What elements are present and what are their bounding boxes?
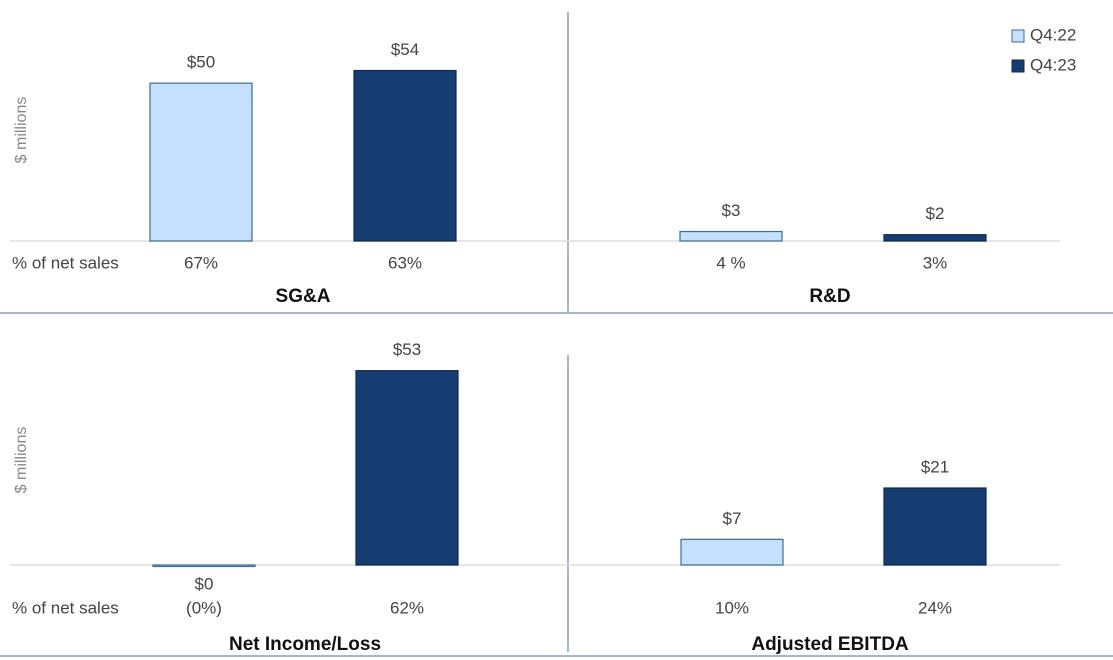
value-label: $21 <box>921 457 949 476</box>
legend-swatch <box>1011 29 1025 43</box>
bar <box>152 564 256 568</box>
value-label: $54 <box>391 40 419 59</box>
net-sales-label: 62% <box>390 598 424 617</box>
bar <box>353 69 457 242</box>
value-label: $0 <box>195 574 214 593</box>
bar <box>355 370 459 566</box>
legend-label: Q4:22 <box>1030 25 1076 44</box>
panel-title: Adjusted EBITDA <box>751 634 909 655</box>
bar <box>149 82 253 242</box>
net-sales-label: 63% <box>388 253 422 272</box>
value-label: $3 <box>722 201 741 220</box>
row-label: % of net sales <box>12 598 119 617</box>
net-sales-label: 4 % <box>716 253 745 272</box>
value-label: $53 <box>393 340 421 359</box>
panel-title: SG&A <box>276 286 331 307</box>
legend-label: Q4:23 <box>1030 55 1076 74</box>
value-label: $50 <box>187 53 215 72</box>
bar <box>883 234 987 242</box>
net-sales-label: 67% <box>184 253 218 272</box>
value-label: $7 <box>723 509 742 528</box>
bar <box>883 487 987 566</box>
row-label: % of net sales <box>12 253 119 272</box>
net-sales-label: 3% <box>923 253 948 272</box>
net-sales-label: 24% <box>918 598 952 617</box>
net-sales-label: 10% <box>715 598 749 617</box>
y-axis-label: $ millions <box>13 97 30 164</box>
panel-title: Net Income/Loss <box>229 634 381 655</box>
y-axis-label: $ millions <box>13 427 30 494</box>
net-sales-label: (0%) <box>186 598 222 617</box>
legend-swatch <box>1011 59 1025 73</box>
value-label: $2 <box>926 204 945 223</box>
bar <box>680 538 784 566</box>
bar <box>679 230 783 242</box>
panel-title: R&D <box>809 286 850 307</box>
